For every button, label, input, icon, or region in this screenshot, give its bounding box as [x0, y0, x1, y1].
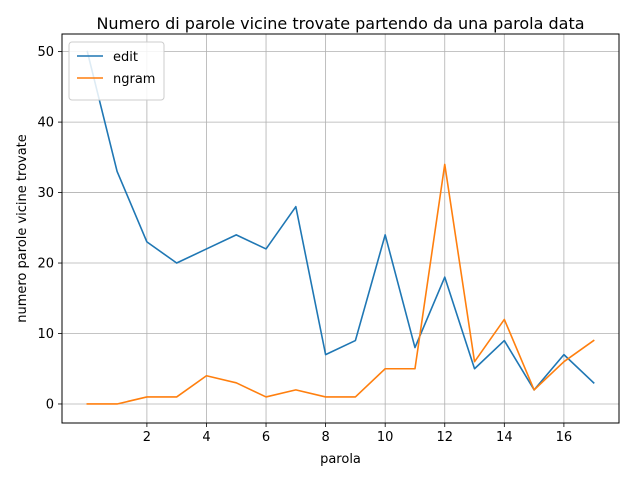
grid — [62, 34, 619, 423]
series-line-ngram — [86, 163, 595, 405]
y-tick-label: 0 — [46, 397, 54, 412]
legend-label-edit: edit — [113, 50, 138, 65]
x-tick-label: 14 — [496, 430, 513, 445]
legend-label-ngram: ngram — [113, 72, 155, 87]
plot-frame — [61, 33, 620, 424]
x-tick-label: 8 — [321, 430, 329, 445]
y-tick-label: 10 — [37, 327, 54, 342]
x-tick-label: 12 — [436, 430, 453, 445]
y-tick-label: 30 — [37, 186, 54, 201]
x-tick-label: 16 — [556, 430, 573, 445]
axis-ticks: 2 4 6 8 10 12 14 16 0 10 20 30 40 50 — [37, 45, 572, 445]
y-tick-label: 50 — [37, 45, 54, 60]
y-tick-label: 20 — [37, 257, 54, 272]
legend: edit ngram — [68, 41, 165, 101]
y-axis-label: numero parole vicine trovate — [15, 134, 30, 323]
x-tick-label: 2 — [143, 430, 151, 445]
x-axis-label: parola — [320, 452, 361, 467]
x-tick-label: 4 — [202, 430, 210, 445]
x-tick-label: 6 — [262, 430, 270, 445]
chart-title: Numero di parole vicine trovate partendo… — [96, 14, 584, 33]
series-lines — [86, 50, 595, 405]
y-tick-label: 40 — [37, 116, 54, 131]
series-line-edit — [86, 50, 595, 391]
x-tick-label: 10 — [377, 430, 394, 445]
